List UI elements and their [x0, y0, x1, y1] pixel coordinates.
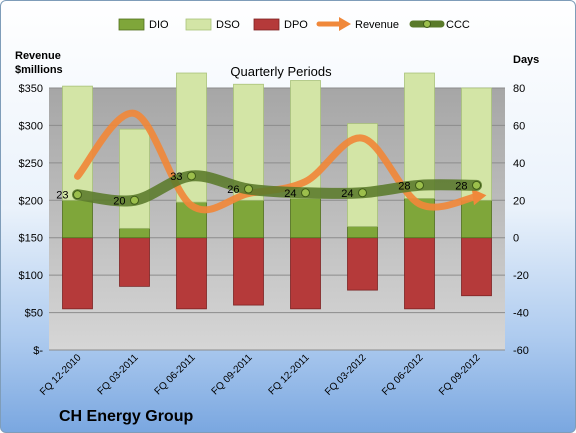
legend-swatch-dso — [185, 18, 212, 31]
right-axis-title: Days — [513, 54, 539, 66]
right-tick-label: 80 — [513, 83, 525, 95]
dpo-bar — [461, 237, 492, 297]
left-tick-label: $100 — [19, 270, 43, 282]
data-labels: 23 20 33 26 24 24 28 28 — [56, 171, 467, 207]
ccc-data-label: 28 — [398, 180, 410, 192]
dpo-bar — [119, 237, 150, 287]
right-tick-label: 20 — [513, 195, 525, 207]
dio-bar — [119, 227, 150, 239]
x-axis-ticks: FQ 12-2010 FQ 03-2011 FQ 06-2011 FQ 09-2011… — [38, 352, 483, 398]
left-tick-label: $200 — [19, 195, 43, 207]
ccc-data-label: 24 — [341, 188, 353, 200]
ccc-data-label: 28 — [455, 180, 467, 192]
dpo-bar — [62, 237, 93, 310]
dpo-bar — [290, 237, 321, 310]
series-lines — [72, 109, 487, 214]
legend: DIO DSO DPO Revenue CCC — [118, 17, 470, 31]
ccc-marker — [301, 188, 310, 198]
dso-bar — [62, 85, 93, 201]
dio-bar — [233, 199, 264, 239]
left-axis-ticks: $- $50 $100 $150 $200 $250 $300 $350 — [19, 83, 44, 357]
x-tick-label: FQ 09-2011 — [210, 352, 255, 397]
legend-swatch-dpo — [253, 18, 280, 31]
ccc-marker — [358, 188, 367, 198]
ccc-marker — [415, 180, 424, 190]
left-axis-title-line2: $millions — [15, 64, 63, 76]
right-tick-label: 60 — [513, 120, 525, 132]
x-tick-label: FQ 09-2012 — [437, 352, 483, 398]
ccc-marker — [244, 184, 253, 194]
ccc-data-label: 24 — [284, 188, 296, 200]
left-tick-label: $50 — [25, 308, 43, 320]
dio-bar — [290, 198, 321, 239]
dpo-bar — [347, 237, 378, 291]
ccc-data-label: 20 — [113, 195, 125, 207]
dio-bar — [461, 199, 492, 239]
left-axis-title-line1: Revenue — [15, 50, 61, 62]
right-axis-ticks: -60 -40 -20 0 20 40 60 80 — [513, 83, 529, 357]
left-tick-label: $250 — [19, 158, 43, 170]
left-tick-label: $300 — [19, 120, 43, 132]
legend-arrowhead-revenue — [339, 17, 351, 31]
ccc-data-label: 26 — [227, 184, 239, 196]
dpo-bar — [233, 237, 264, 306]
chart-title: Quarterly Periods — [230, 64, 332, 79]
ccc-marker — [187, 171, 196, 181]
left-tick-label: $150 — [19, 233, 43, 245]
revenue-arrowhead — [471, 188, 487, 206]
plot-area — [49, 88, 505, 350]
x-tick-label: FQ 06-2012 — [380, 352, 426, 398]
legend-marker-ccc — [423, 20, 431, 28]
left-tick-label: $- — [33, 345, 43, 357]
ccc-data-label: 33 — [170, 171, 182, 183]
legend-label-dso: DSO — [216, 19, 240, 31]
ccc-line — [72, 170, 482, 207]
right-tick-label: 0 — [513, 233, 519, 245]
ccc-marker — [130, 195, 139, 205]
left-tick-label: $350 — [19, 83, 43, 95]
dso-bar — [233, 83, 264, 201]
x-tick-label: FQ 12-2011 — [267, 352, 312, 397]
right-tick-label: -20 — [513, 270, 529, 282]
right-tick-label: -60 — [513, 345, 529, 357]
ccc-data-label: 23 — [56, 190, 68, 202]
x-tick-label: FQ 12-2010 — [38, 352, 84, 398]
legend-label-dpo: DPO — [284, 19, 308, 31]
x-tick-label: FQ 03-2011 — [96, 352, 141, 397]
right-tick-label: -40 — [513, 308, 529, 320]
legend-label-ccc: CCC — [446, 19, 470, 31]
dso-bar — [119, 128, 150, 229]
dpo-bar — [404, 237, 435, 310]
legend-swatch-dio — [118, 18, 145, 31]
legend-label-revenue: Revenue — [355, 19, 399, 31]
company-name: CH Energy Group — [59, 408, 193, 425]
dso-bar — [404, 72, 435, 199]
right-tick-label: 40 — [513, 158, 525, 170]
legend-label-dio: DIO — [149, 19, 169, 31]
dio-bar — [347, 226, 378, 239]
ccc-marker — [73, 190, 82, 200]
dio-bar — [62, 199, 93, 239]
dpo-bar — [176, 237, 207, 310]
x-tick-label: FQ 03-2012 — [323, 352, 369, 398]
ccc-marker — [472, 180, 481, 190]
x-tick-label: FQ 06-2011 — [153, 352, 198, 397]
